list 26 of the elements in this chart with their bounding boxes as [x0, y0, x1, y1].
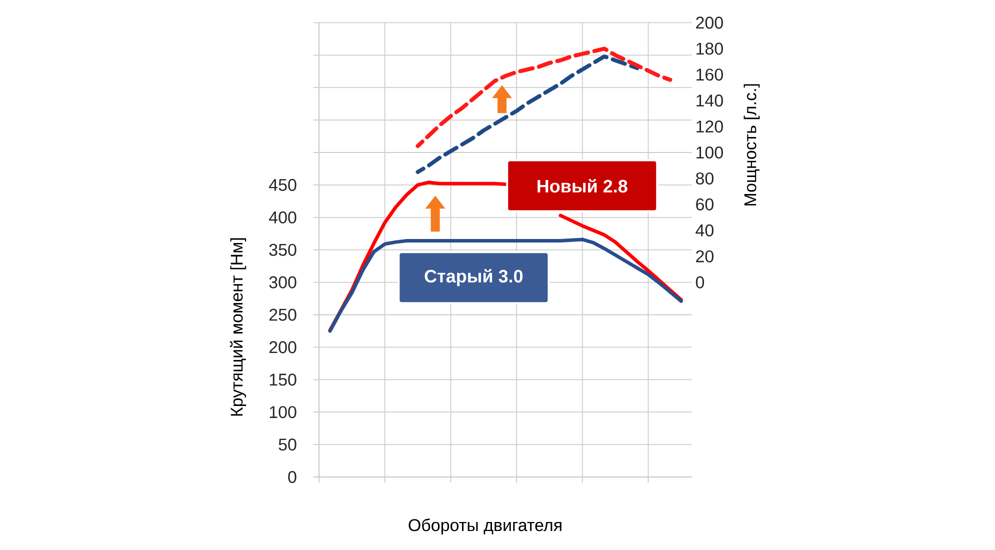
y2-tick-label: 40: [696, 224, 714, 236]
y2-tick-label: 0: [696, 276, 704, 288]
y-tick-label: 50: [278, 438, 296, 451]
y2-tick-label: 100: [696, 146, 723, 159]
y2-tick-label: 160: [696, 68, 723, 81]
series-label: Старый 3.0: [424, 269, 523, 286]
y2-tick-label: 200: [696, 16, 723, 29]
y2-tick-label: 20: [696, 250, 714, 262]
x-axis-title: Обороты двигателя: [408, 518, 562, 535]
y2-axis-title: Мощность [л.с.]: [744, 84, 760, 206]
y2-tick-label: 180: [696, 42, 723, 55]
y-tick-label: 300: [269, 276, 296, 288]
y-tick-label: 400: [269, 211, 296, 224]
series-label: Новый 2.8: [538, 179, 628, 193]
y-tick-label: 0: [288, 470, 296, 484]
y-axis-title: Крутящий момент [Нм]: [230, 238, 246, 416]
y-tick-label: 450: [269, 178, 296, 191]
y-tick-label: 350: [269, 244, 296, 256]
y2-tick-label: 60: [696, 198, 714, 210]
y-tick-label: 250: [269, 308, 296, 321]
y-tick-label: 150: [270, 374, 296, 386]
y-tick-label: 100: [270, 406, 296, 418]
y2-tick-label: 140: [696, 94, 723, 107]
y-tick-label: 200: [269, 341, 296, 354]
y2-tick-label: 80: [696, 172, 714, 184]
y2-tick-label: 120: [696, 120, 723, 133]
